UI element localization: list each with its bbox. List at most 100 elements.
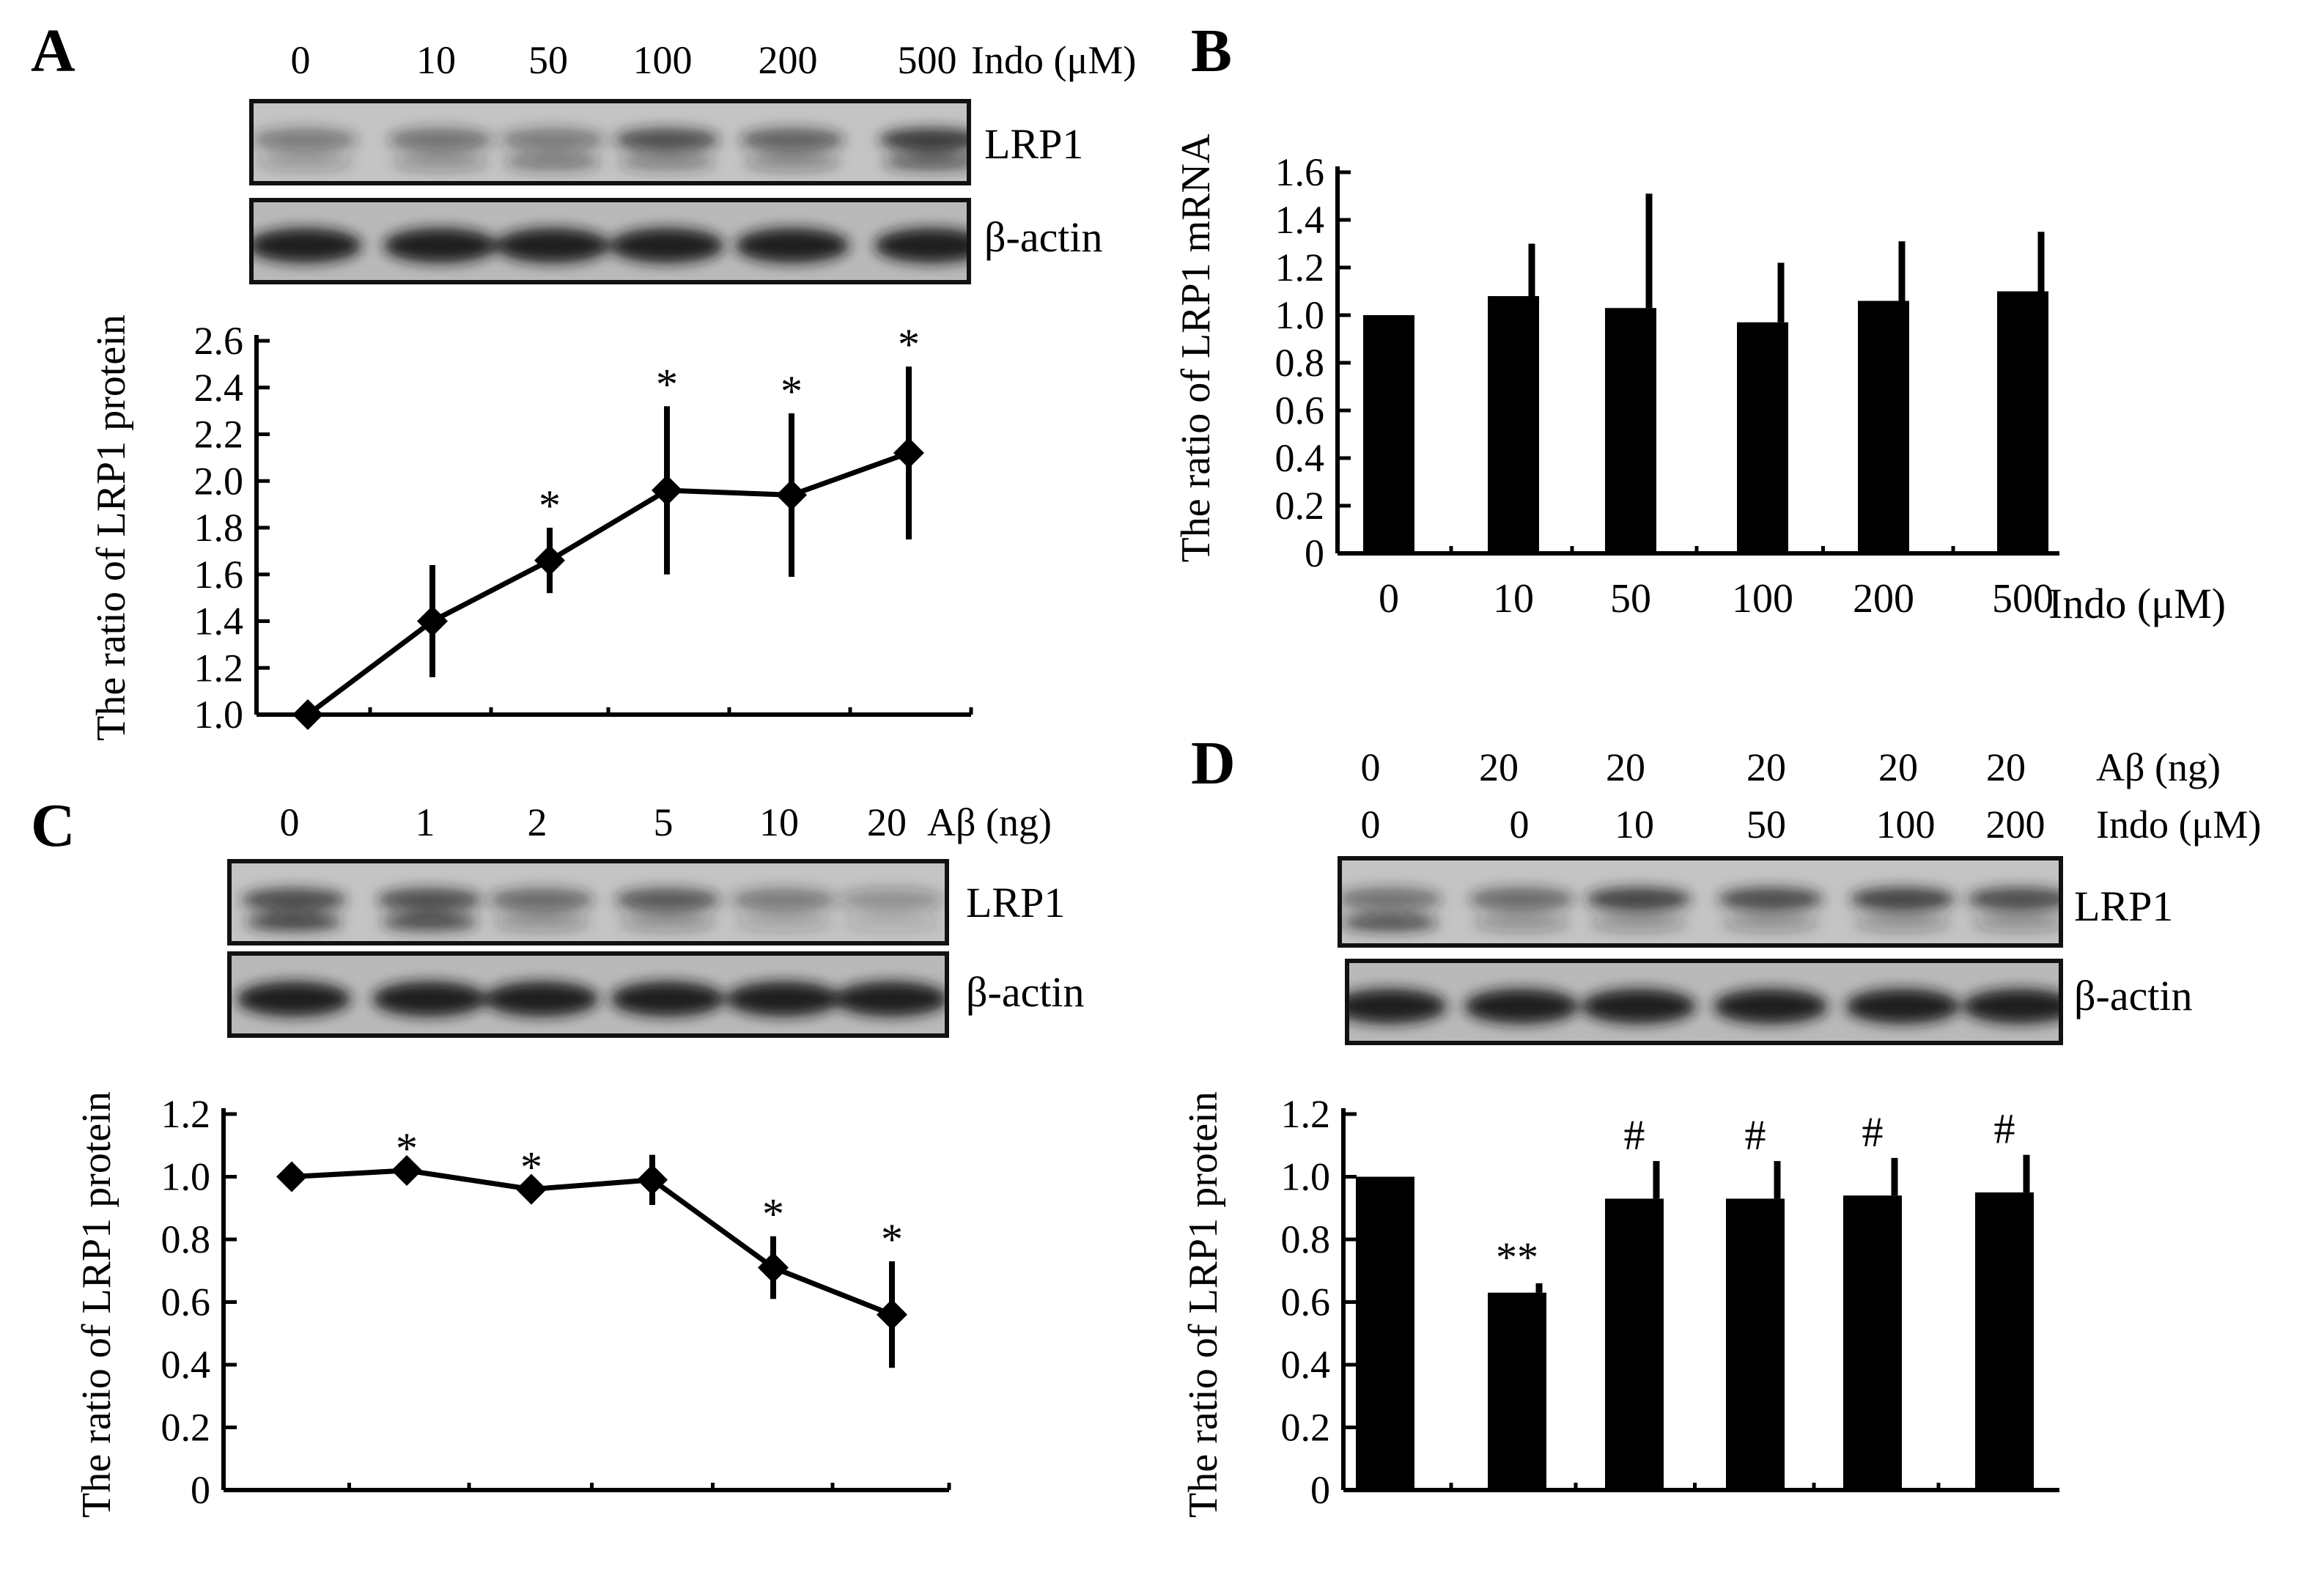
band-lrp1-lower (1854, 914, 1951, 932)
band-actin (726, 981, 841, 1017)
y-tick-label: 1.4 (1275, 198, 1325, 242)
band-lrp1-lower (493, 913, 590, 932)
band-lrp1-lower (619, 153, 715, 172)
significance-mark: # (1994, 1105, 2015, 1153)
band-lrp1-lower (504, 153, 601, 172)
band-lrp1-lower (619, 913, 716, 932)
bar (1858, 301, 1909, 553)
band-lrp1-upper (1586, 887, 1692, 911)
data-point (276, 1161, 307, 1192)
y-tick-label: 0.4 (1275, 436, 1325, 480)
y-tick-label: 2.6 (194, 319, 244, 363)
band-lrp1-lower (257, 153, 353, 172)
band-actin (495, 228, 610, 263)
significance-mark: * (396, 1124, 418, 1173)
y-axis-label: The ratio of LRP1 protein (1181, 1091, 1226, 1518)
band-lrp1-upper (838, 888, 944, 912)
chart-c: 0 0.2 0.4 0.6 0.8 1.0 1.2 The ratio of LRP1 pro… (74, 1091, 951, 1518)
y-tick-label: 1.0 (1275, 293, 1325, 337)
band-lrp1-upper (254, 128, 358, 152)
y-tick-label: 0.2 (1275, 484, 1325, 528)
band-actin (1963, 989, 2059, 1024)
lane-unit-row2: Indo (μM) (2096, 803, 2262, 847)
y-tick-label: 1.2 (161, 1092, 211, 1136)
y-tick-label: 0.2 (1281, 1406, 1331, 1450)
band-actin (1464, 989, 1579, 1024)
band-lrp1-lower (1971, 914, 2059, 932)
lane-label: 50 (528, 38, 568, 82)
y-tick-label: 0.6 (161, 1280, 211, 1324)
bar (1356, 1176, 1414, 1490)
chart-d: 0 0.2 0.4 0.6 0.8 1.0 1.2 The ratio of LRP1 pro… (1181, 1091, 2059, 1518)
blot-background (254, 103, 967, 181)
panel-label-b: B (1191, 17, 1233, 85)
data-point (292, 699, 323, 730)
band-lrp1-upper (1718, 887, 1823, 911)
band-label-lrp1: LRP1 (966, 879, 1066, 926)
lane-label: 200 (758, 38, 818, 82)
data-point (652, 475, 682, 506)
data-point (391, 1154, 422, 1186)
bar (1363, 315, 1414, 553)
data-point (637, 1164, 668, 1195)
significance-mark: * (520, 1143, 542, 1192)
y-tick-label: 0 (1310, 1468, 1330, 1512)
y-tick-label: 1.2 (194, 646, 244, 690)
band-lrp1-upper (388, 128, 493, 152)
band-lrp1-lower (1590, 914, 1687, 932)
bar (1488, 1292, 1546, 1490)
series-line (291, 1168, 893, 1317)
x-tick-label: 0 (1379, 576, 1399, 622)
blot-actin-image (254, 202, 967, 280)
band-lrp1-lower (843, 913, 940, 932)
lane-label: 100 (632, 38, 693, 82)
x-tick-label: 50 (1610, 576, 1651, 622)
band-actin (1582, 989, 1696, 1024)
significance-mark: # (1624, 1111, 1645, 1159)
y-tick-label: 0.8 (1281, 1217, 1331, 1261)
band-actin (735, 228, 849, 263)
significance-mark: ** (1496, 1234, 1538, 1281)
lane-label: 0 (1509, 803, 1530, 847)
blot-lrp1-image (1342, 860, 2059, 943)
y-tick-label: 1.4 (194, 600, 244, 644)
y-tick-label: 0 (191, 1468, 210, 1512)
bar (1737, 322, 1788, 553)
band-lrp1-upper (1967, 887, 2059, 911)
lane-label: 0 (1360, 745, 1381, 789)
band-lrp1-upper (739, 128, 845, 152)
significance-mark: # (1745, 1111, 1766, 1159)
y-tick-label: 0.2 (161, 1406, 211, 1450)
blot-lrp1-image (232, 863, 945, 941)
band-lrp1-lower (744, 153, 841, 172)
bar (1975, 1192, 2034, 1490)
blot-actin (1345, 959, 2063, 1045)
y-tick-label: 1.0 (161, 1155, 211, 1199)
y-tick-label: 1.0 (194, 693, 244, 737)
panel-label-c: C (31, 792, 75, 860)
x-tick-label: 10 (1493, 576, 1534, 622)
y-tick-label: 0.8 (161, 1217, 211, 1261)
band-lrp1-upper (377, 888, 482, 912)
band-lrp1-upper (1850, 887, 1955, 911)
band-lrp1-upper (500, 128, 605, 152)
band-lrp1-upper (489, 888, 594, 912)
data-point (893, 438, 924, 468)
band-lrp1-lower (735, 913, 832, 932)
band-actin (372, 981, 487, 1017)
y-tick-label: 0.8 (1275, 341, 1325, 385)
x-tick-label: 100 (1732, 576, 1793, 622)
lane-label: 10 (1615, 803, 1654, 847)
significance-mark: * (656, 360, 678, 408)
band-actin (874, 228, 967, 263)
band-lrp1-upper (1342, 887, 1442, 911)
y-tick-label: 2.4 (194, 366, 244, 410)
data-point (877, 1299, 907, 1330)
band-actin (610, 228, 724, 263)
lane-label: 0 (1360, 803, 1381, 847)
band-actin (610, 981, 725, 1017)
y-tick-label: 0 (1305, 531, 1324, 575)
band-lrp1-lower (246, 913, 342, 932)
lane-label: 100 (1875, 803, 1936, 847)
